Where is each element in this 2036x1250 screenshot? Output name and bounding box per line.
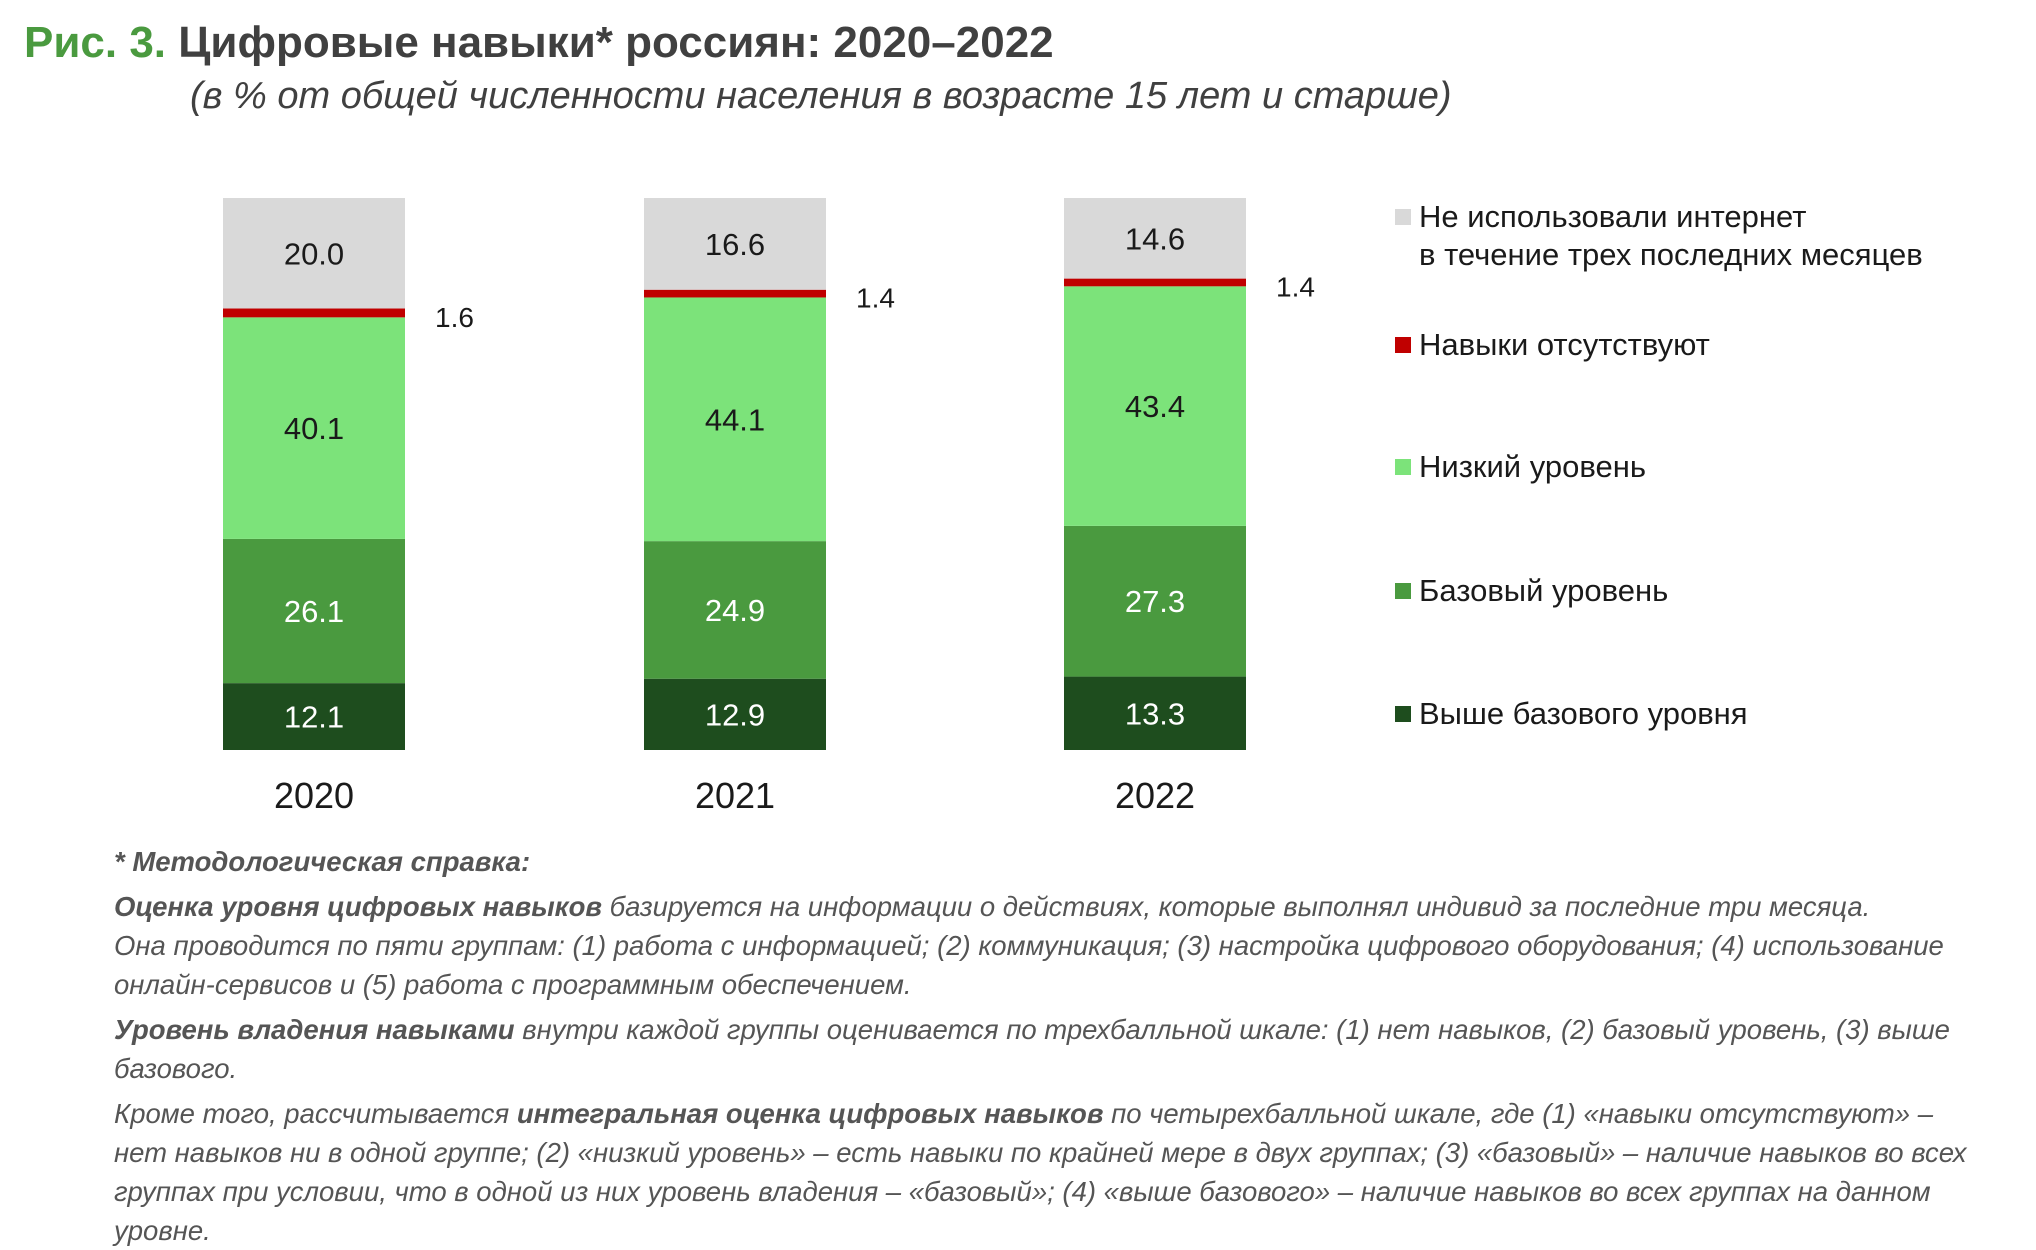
data-label-no_skills-2022: 1.4 [1276,271,1315,302]
bar-segment-above_basic-2022 [1064,676,1246,750]
notes-p3-bold: интегральная оценка цифровых навыков [516,1098,1104,1129]
bar-segment-above_basic-2021 [644,678,826,750]
category-label-2021: 2021 [695,775,775,816]
stacked-bar-chart: 12.1 26.1 40.1 1.6 20.0 2020 12.9 24.9 44.1 1.4 16… [223,198,1315,816]
data-label-basic-2020: 26.1 [284,594,344,629]
data-label-low-2021: 44.1 [705,402,765,437]
notes-paragraph-1: Оценка уровня цифровых навыков базируетс… [114,887,2024,1004]
methodology-notes: * Методологическая справка: Оценка уровн… [114,842,2024,1250]
notes-p1-line3: онлайн-сервисов и (5) работа с программн… [114,969,912,1000]
notes-p3-line2: нет навыков ни в одной группе; (2) «низк… [114,1137,1967,1168]
data-label-low-2022: 43.4 [1125,389,1185,424]
bar-segment-no_skills-2021 [644,289,826,298]
legend-label-basic: Базовый уровень [1419,572,1668,610]
bar-segment-low-2020 [223,317,405,539]
legend-label-line: Не использовали интернет [1419,199,1807,234]
bar-segment-no_skills-2022 [1064,278,1246,287]
category-label-2020: 2020 [274,775,354,816]
legend-swatch-no_internet [1395,209,1411,225]
bar-segment-low-2021 [644,297,826,542]
notes-p3-pre: Кроме того, рассчитывается [114,1098,517,1129]
data-label-no_internet-2022: 14.6 [1125,221,1185,256]
notes-p1-line2: Она проводится по пяти группам: (1) рабо… [114,930,1944,961]
legend-label-above_basic: Выше базового уровня [1419,695,1748,733]
data-label-basic-2021: 24.9 [705,593,765,628]
data-label-above_basic-2021: 12.9 [705,697,765,732]
notes-paragraph-2: Уровень владения навыками внутри каждой … [114,1010,2024,1088]
legend-label-no_skills: Навыки отсутствуют [1419,326,1710,364]
notes-heading: * Методологическая справка: [114,846,531,877]
bar-segment-basic-2020 [223,538,405,684]
data-label-low-2020: 40.1 [284,411,344,446]
legend-label-line: Базовый уровень [1419,573,1669,608]
legend-label-no_internet: Не использовали интернет в течение трех п… [1419,198,1923,274]
bar-segment-no_internet-2021 [644,198,826,290]
legend-swatch-low [1395,459,1411,475]
notes-p2-bold: Уровень владения навыками [114,1014,515,1045]
data-label-basic-2022: 27.3 [1125,584,1185,619]
legend-label-line: Низкий уровень [1419,449,1646,484]
bar-segment-basic-2021 [644,541,826,679]
chart-title: Рис. 3. Цифровые навыки* россиян: 2020–2… [24,18,1054,68]
bar-segment-low-2022 [1064,286,1246,526]
notes-p3-line3: группах при условии, что в одной из них … [114,1176,1931,1246]
data-label-no_internet-2020: 20.0 [284,236,344,271]
data-label-no_skills-2021: 1.4 [856,283,895,314]
legend-swatch-basic [1395,583,1411,599]
bar-segment-basic-2022 [1064,525,1246,677]
data-label-no_skills-2020: 1.6 [435,302,474,333]
notes-p2-rest: внутри каждой группы оценивается по трех… [114,1014,1950,1084]
bar-segment-no_skills-2020 [223,308,405,318]
legend-label-line: Навыки отсутствуют [1419,327,1710,362]
data-label-no_internet-2021: 16.6 [705,227,765,262]
data-label-above_basic-2020: 12.1 [284,700,344,735]
notes-p3-rest: по четырехбалльной шкале, где (1) «навык… [1103,1098,1934,1129]
figure-number: Рис. 3. [24,18,167,67]
bar-segment-no_internet-2020 [223,198,405,309]
bar-segment-above_basic-2020 [223,683,405,750]
data-label-above_basic-2022: 13.3 [1125,696,1185,731]
legend-label-line: в течение трех последних месяцев [1419,237,1923,272]
title-text: Цифровые навыки* россиян: 2020–2022 [178,18,1054,67]
notes-p1-bold: Оценка уровня цифровых навыков [114,891,603,922]
legend-swatch-above_basic [1395,706,1411,722]
chart-subtitle: (в % от общей численности населения в во… [190,75,1452,117]
bar-segment-no_internet-2022 [1064,198,1246,279]
legend-label-line: Выше базового уровня [1419,696,1748,731]
category-label-2022: 2022 [1115,775,1195,816]
legend-swatch-no_skills [1395,337,1411,353]
notes-paragraph-3: Кроме того, рассчитывается интегральная … [114,1094,2024,1250]
notes-p1-rest: базируется на информации о действиях, ко… [602,891,1871,922]
legend-label-low: Низкий уровень [1419,448,1646,486]
